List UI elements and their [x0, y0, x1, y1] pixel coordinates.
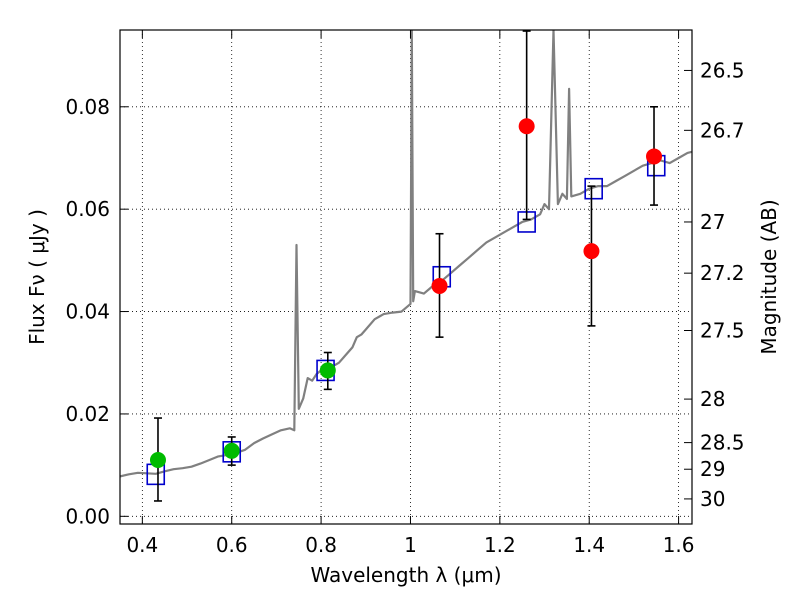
y-axis-label: Flux Fν ( μJy ): [25, 209, 49, 345]
y2-axis-label: Magnitude (AB): [757, 199, 781, 354]
x-axis-label: Wavelength λ (μm): [310, 563, 501, 587]
x-tick-label: 1.4: [573, 533, 605, 557]
magnitude-tick-label: 28: [700, 387, 725, 411]
plot-area: [120, 30, 692, 502]
magnitude-tick-label: 27.5: [700, 318, 745, 342]
photometry-point: [431, 277, 448, 294]
model-square: [584, 177, 603, 200]
photometry-point: [646, 148, 663, 165]
x-tick-label: 1: [404, 533, 417, 557]
magnitude-tick-label: 26.7: [700, 118, 745, 142]
photometry-point: [583, 243, 600, 260]
x-tick-label: 1.2: [484, 533, 516, 557]
photometry-point: [223, 442, 240, 459]
magnitude-tick-label: 27: [700, 210, 725, 234]
magnitude-tick-label: 26.5: [700, 58, 745, 82]
x-tick-label: 1.6: [663, 533, 695, 557]
x-tick-label: 0.6: [216, 533, 248, 557]
y-tick-label: 0.04: [65, 300, 110, 324]
grid-lines: [120, 30, 692, 524]
x-tick-label: 0.8: [305, 533, 337, 557]
y-tick-label: 0.08: [65, 95, 110, 119]
x-tick-label: 0.4: [126, 533, 158, 557]
y-tick-label: 0.06: [65, 197, 110, 221]
plot-background: [120, 30, 692, 524]
plot-frame: [119, 29, 693, 525]
axis-labels: Wavelength λ (μm) Flux Fν ( μJy ) Magnit…: [25, 199, 781, 587]
magnitude-tick-label: 29: [700, 457, 725, 481]
magnitude-tick-label: 30: [700, 487, 725, 511]
photometry-point: [149, 452, 166, 469]
y-tick-label: 0.00: [65, 504, 110, 528]
magnitude-tick-label: 27.2: [700, 261, 745, 285]
photometry-point: [518, 118, 535, 135]
y-tick-label: 0.02: [65, 402, 110, 426]
magnitude-tick-label: 28.5: [700, 431, 745, 455]
axis-ticks: 0.4 0.6 0.8 1 1.2 1.4 1.6 0.00 0.02 0.04 0.06 0.08 2…: [65, 30, 745, 557]
photometry-point: [319, 362, 336, 379]
